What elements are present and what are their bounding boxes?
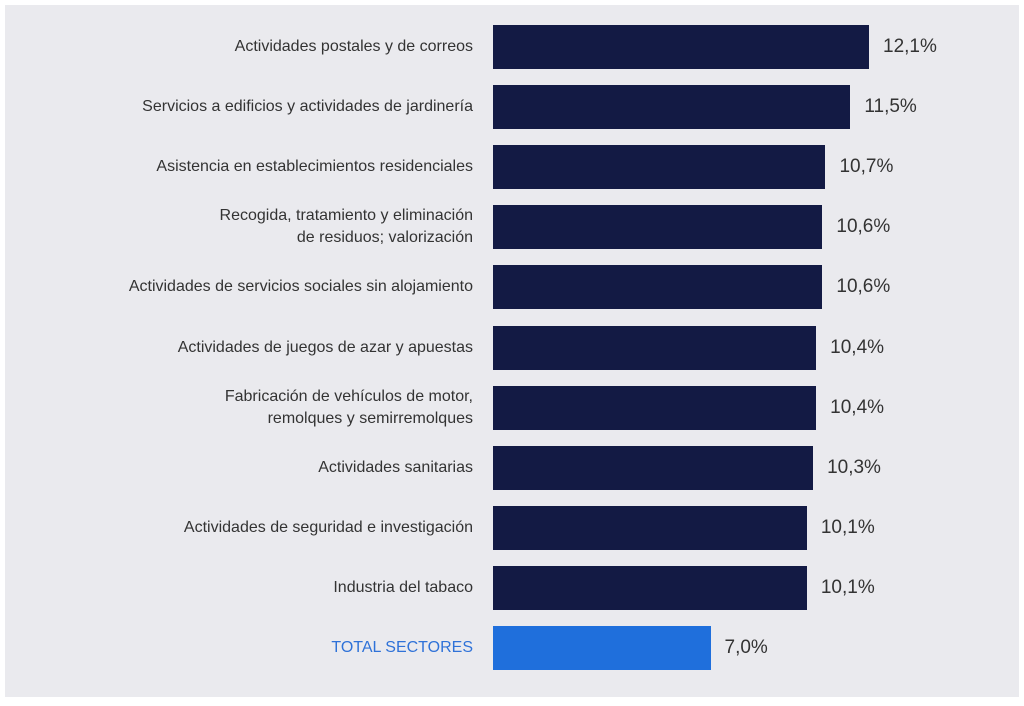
value-label: 10,4% xyxy=(830,336,885,358)
category-label: Recogida, tratamiento y eliminación de r… xyxy=(219,207,473,247)
value-label: 12,1% xyxy=(883,36,937,57)
bar xyxy=(493,505,807,550)
category-label: Actividades de juegos de azar y apuestas xyxy=(177,338,473,356)
bar xyxy=(493,626,711,670)
bar xyxy=(493,385,817,430)
bar xyxy=(493,325,817,370)
value-label: 11,5% xyxy=(864,96,917,118)
bar xyxy=(493,265,823,310)
bar xyxy=(493,565,807,610)
category-label: Servicios a edificios y actividades de j… xyxy=(142,98,473,116)
category-label: Industria del tabaco xyxy=(333,578,473,596)
category-label: Actividades de servicios sociales sin al… xyxy=(128,278,473,296)
value-label: 10,6% xyxy=(836,216,891,238)
bar xyxy=(493,85,851,130)
bar xyxy=(493,205,823,250)
value-label: 10,4% xyxy=(830,396,885,418)
value-label: 10,6% xyxy=(836,276,891,298)
category-label: TOTAL SECTORES xyxy=(331,639,473,656)
category-label: Asistencia en establecimientos residenci… xyxy=(156,158,473,176)
value-label: 10,3% xyxy=(827,456,881,478)
value-label: 10,7% xyxy=(839,156,894,178)
chart: Actividades postales y de correos 12,1% Se… xyxy=(5,5,1019,697)
bar xyxy=(493,145,826,190)
value-label: 7,0% xyxy=(724,637,768,658)
category-label: Actividades de seguridad e investigación xyxy=(183,518,473,536)
category-label: Fabricación de vehículos de motor, remol… xyxy=(224,387,473,427)
value-label: 10,1% xyxy=(820,576,875,598)
category-label: Actividades postales y de correos xyxy=(234,38,473,55)
bar xyxy=(493,25,869,69)
bar xyxy=(493,445,814,490)
category-label: Actividades sanitarias xyxy=(318,458,473,476)
value-label: 10,1% xyxy=(820,516,875,538)
